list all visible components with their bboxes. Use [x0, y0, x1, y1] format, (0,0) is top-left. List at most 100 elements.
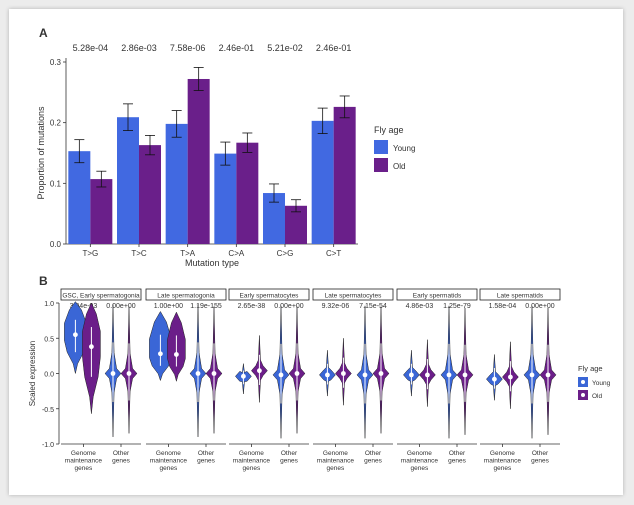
- violin-old-median: [425, 372, 430, 378]
- panel-b-x-tick-label: genes: [160, 465, 178, 472]
- panel-b-x-tick-label: maintenance: [65, 458, 103, 465]
- panel-b-y-tick-label: 0.0: [44, 372, 54, 379]
- bar-old: [187, 78, 210, 244]
- panel-b-y-tick-label: 1.0: [44, 301, 54, 308]
- panel-b-y-tick-label: -0.5: [42, 407, 54, 414]
- facet-pvalue: 1.25e-79: [443, 303, 471, 310]
- panel-b-x-tick-label: Other: [365, 450, 382, 457]
- facet-pvalue: 2.65e-38: [238, 303, 266, 310]
- bar-old: [333, 106, 356, 244]
- violin-old-median: [378, 371, 384, 376]
- violin-old-median: [174, 352, 179, 357]
- violin-young-median: [158, 351, 163, 357]
- panel-b-x-tick-label: genes: [243, 465, 261, 472]
- violin-old-median: [462, 372, 468, 378]
- panel-b-y-tick-label: -1.0: [42, 442, 54, 449]
- panel-b-x-tick-label: genes: [75, 465, 93, 472]
- panel-b-x-tick-label: genes: [411, 465, 429, 472]
- facet-strip: [60, 288, 142, 301]
- panel-b-x-tick-label: Genome: [156, 450, 181, 457]
- facet-pvalue: 3.04e-03: [70, 303, 98, 310]
- panel-b-x-tick-label: Genome: [490, 450, 515, 457]
- violin-old-median: [545, 372, 551, 378]
- facet-pvalue: 1.19e-155: [190, 303, 222, 310]
- facet-pvalue: 9.32e-06: [322, 303, 350, 310]
- panel-a-legend-old: Old: [393, 162, 405, 171]
- facet-strip: [479, 288, 561, 301]
- panel-b-x-tick-label: genes: [280, 458, 298, 465]
- panel-a-label: A: [39, 26, 48, 40]
- facet-title: Early spermatids: [413, 293, 462, 300]
- panel-b-x-tick-label: Other: [113, 450, 130, 457]
- facet-strip: [396, 288, 478, 301]
- panel-a-pvalue: 2.86e-03: [121, 43, 157, 53]
- bar-young: [263, 193, 285, 244]
- violin-young-median: [73, 332, 78, 338]
- facet-pvalue: 0.00e+00: [106, 303, 135, 310]
- panel-b-x-tick-label: Other: [532, 450, 549, 457]
- legend-old-swatch: [374, 158, 388, 172]
- panel-b-x-tick-label: Other: [198, 450, 215, 457]
- facet-pvalue: 1.00e+00: [154, 303, 183, 310]
- facet-title: GSC, Early spermatogonia: [62, 293, 140, 300]
- violin-old-median: [89, 344, 94, 350]
- violin-young-median: [110, 371, 116, 376]
- violin-old-median: [341, 371, 346, 376]
- panel-b-x-tick-label: genes: [364, 458, 382, 465]
- panel-b-x-tick-label: maintenance: [150, 458, 188, 465]
- facet-strip: [312, 288, 394, 301]
- facet-pvalue: 0.00e+00: [274, 303, 303, 310]
- bar-young: [214, 153, 237, 244]
- facet-title: Late spermatocytes: [325, 293, 382, 300]
- panel-a-pvalue: 7.58e-06: [170, 43, 206, 53]
- panel-a-x-axis-title: Mutation type: [185, 258, 239, 268]
- bar-old: [236, 142, 259, 244]
- panel-b-x-tick-label: Other: [449, 450, 466, 457]
- facet-pvalue: 1.58e-04: [489, 303, 517, 310]
- panel-a-y-tick-label: 0.0: [50, 240, 62, 249]
- facet-pvalue: 0.00e+00: [525, 303, 554, 310]
- figure-card: A 0.0 0.1 0.2 0.3 T>G 5.28e-04 T>C 2.86e-03 T>A 7.…: [9, 9, 623, 495]
- panel-a-y-tick-label: 0.1: [50, 179, 62, 188]
- violin-young-median: [529, 372, 535, 378]
- panel-b-y-axis-title: Scaled expression: [28, 341, 37, 406]
- bar-young: [165, 123, 188, 244]
- violin-young-median: [278, 372, 284, 378]
- violin-young-median: [325, 372, 330, 378]
- panel-b-x-tick-label: maintenance: [401, 458, 439, 465]
- panel-b-legend-old: Old: [592, 393, 603, 400]
- panel-a-pvalue: 5.28e-04: [73, 43, 109, 53]
- panel-a-x-tick-label: T>G: [82, 249, 98, 258]
- panel-b-x-tick-label: Genome: [239, 450, 264, 457]
- violin-young-median: [195, 371, 201, 376]
- panel-a-x-tick-label: C>G: [277, 249, 294, 258]
- panel-b-x-tick-label: genes: [448, 458, 466, 465]
- violin-old-median: [294, 371, 300, 376]
- bar-young: [311, 120, 334, 244]
- bar-old: [90, 179, 113, 244]
- panel-a-x-tick-label: T>A: [180, 249, 196, 258]
- panel-a-x-tick-label: T>C: [131, 249, 147, 258]
- panel-b-legend-title: Fly age: [578, 364, 603, 373]
- facet-pvalue: 4.86e-03: [406, 303, 434, 310]
- panel-b-label: B: [39, 274, 48, 288]
- bar-young: [117, 117, 139, 244]
- panel-a-legend-title: Fly age: [374, 125, 404, 135]
- violin-old-median: [257, 368, 262, 374]
- legend-young-swatch: [374, 140, 388, 154]
- panel-b-legend-young: Young: [592, 380, 611, 387]
- panel-b-x-tick-label: genes: [494, 465, 512, 472]
- violin-young-median: [446, 372, 452, 378]
- facet-pvalue: 7.15e-54: [359, 303, 387, 310]
- bar-young: [68, 151, 91, 244]
- panel-b-y-tick-label: 0.5: [44, 336, 54, 343]
- panel-a-pvalue: 2.46e-01: [316, 43, 352, 53]
- panel-a-pvalue: 2.46e-01: [219, 43, 255, 53]
- facet-title: Late spermatogonia: [157, 293, 215, 300]
- violin-young-median: [409, 372, 414, 378]
- violin-young-median: [492, 376, 497, 382]
- panel-b-x-tick-label: Genome: [71, 450, 96, 457]
- panel-b-x-tick-label: maintenance: [233, 458, 271, 465]
- panel-a-pvalue: 5.21e-02: [267, 43, 303, 53]
- panel-a-x-tick-label: C>T: [326, 249, 341, 258]
